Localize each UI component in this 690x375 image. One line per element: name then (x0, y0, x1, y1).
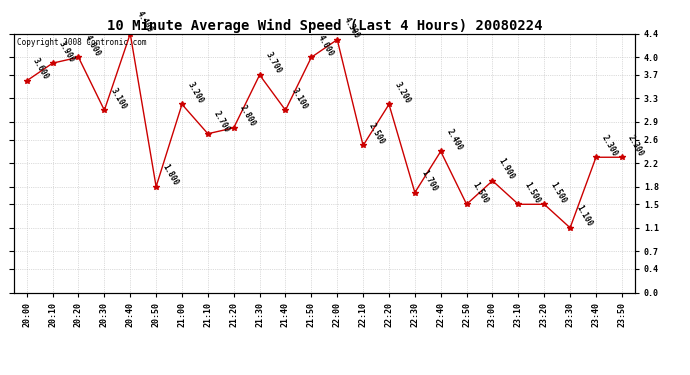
Text: 1.800: 1.800 (160, 163, 179, 187)
Text: 3.100: 3.100 (108, 86, 128, 111)
Text: 4.300: 4.300 (342, 16, 361, 40)
Title: 10 Minute Average Wind Speed (Last 4 Hours) 20080224: 10 Minute Average Wind Speed (Last 4 Hou… (106, 18, 542, 33)
Text: 3.100: 3.100 (290, 86, 309, 111)
Text: 2.300: 2.300 (626, 134, 645, 158)
Text: 1.700: 1.700 (419, 169, 438, 193)
Text: 3.600: 3.600 (31, 57, 50, 81)
Text: 1.100: 1.100 (574, 204, 593, 228)
Text: 3.700: 3.700 (264, 51, 283, 75)
Text: 3.200: 3.200 (393, 80, 413, 105)
Text: 2.300: 2.300 (600, 134, 620, 158)
Text: 1.500: 1.500 (471, 180, 490, 205)
Text: 4.000: 4.000 (83, 33, 102, 58)
Text: 1.500: 1.500 (522, 180, 542, 205)
Text: Copyright 2008 Contronic.com: Copyright 2008 Contronic.com (17, 38, 146, 46)
Text: 1.500: 1.500 (549, 180, 568, 205)
Text: 2.500: 2.500 (367, 122, 386, 146)
Text: 4.000: 4.000 (315, 33, 335, 58)
Text: 2.800: 2.800 (238, 104, 257, 129)
Text: 3.200: 3.200 (186, 80, 206, 105)
Text: 2.400: 2.400 (445, 128, 464, 152)
Text: 1.900: 1.900 (497, 157, 516, 182)
Text: 2.700: 2.700 (212, 110, 231, 134)
Text: 3.900: 3.900 (57, 39, 76, 64)
Text: 4.400: 4.400 (135, 10, 154, 34)
